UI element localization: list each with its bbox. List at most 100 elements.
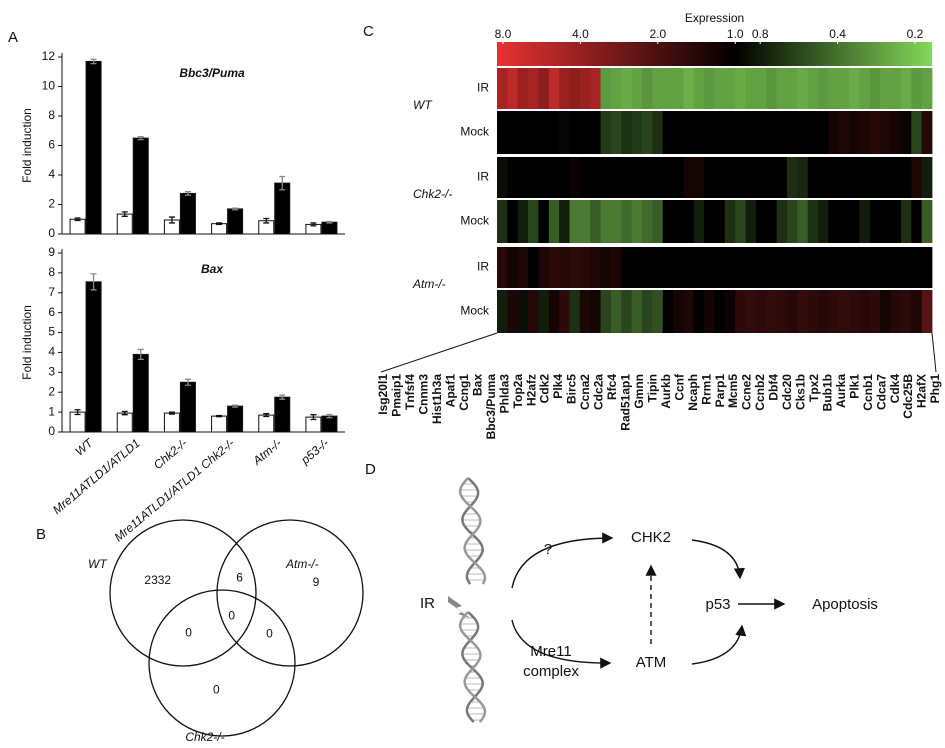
heatmap-cell [528,290,539,333]
colorbar-tick-label: 8.0 [495,27,512,41]
heatmap-cell [528,111,539,154]
heatmap-cell [590,200,601,243]
y-tick-label: 7 [48,285,55,299]
heatmap-cell [735,111,746,154]
heatmap-cell [497,290,508,333]
error-bar [168,216,175,224]
venn-circle [109,519,257,667]
colorbar-tick-label: 4.0 [572,27,589,41]
heatmap-cell [621,200,633,243]
heatmap-cell [724,68,736,109]
heatmap-cell [849,111,860,154]
group-label: Chk2-/- [413,187,452,201]
heatmap-cell [528,157,539,198]
y-tick-label: 1 [48,404,55,418]
heatmap-cell [548,200,560,243]
heatmap-cell [859,111,871,154]
heatmap-cell [714,68,726,109]
node-label: Mre11 [530,643,571,660]
heatmap-cell [849,68,860,109]
heatmap-cell [704,200,715,243]
heatmap-cell [507,247,519,288]
heatmap-cell [745,111,757,154]
heatmap-cell [869,247,881,288]
y-tick-label: 9 [48,245,55,259]
y-axis-label: Fold induction [20,108,34,183]
zoom-line [380,332,498,373]
colorbar-tick-label: 2.0 [649,27,666,41]
panel-label: B [36,526,46,543]
bar [321,415,338,433]
heatmap-cell [538,68,550,109]
node-label: Apoptosis [812,596,878,613]
heatmap-cell [797,111,809,154]
gene-label: Ccng1 [457,374,471,411]
bar [227,405,244,433]
heatmap-cell [693,247,705,288]
heatmap-cell [662,68,674,109]
error-bar [310,222,317,227]
node-label: complex [523,663,579,680]
heatmap-cell [880,111,891,154]
heatmap-cell [538,200,550,243]
heatmap-cell [693,111,705,154]
node-label: IR [420,595,435,612]
error-bar [232,404,239,408]
y-tick-label: 0 [48,226,55,240]
gene-label: Bub1b [820,374,834,411]
bar [211,223,228,235]
gene-label: Bbc3/Puma [484,374,498,440]
error-bar [121,211,128,217]
gene-label: Cdc20 [780,374,794,410]
error-bar [279,175,286,191]
gene-label: Ccna2 [578,374,592,410]
heatmap-cell [683,68,695,109]
gene-label: Ccnf [672,373,686,401]
gene-label: Phg1 [928,374,942,404]
set-label: WT [88,557,108,571]
heatmap-cell [807,68,819,109]
heatmap-cell [497,157,508,198]
x-tick-label: WT [72,435,97,459]
gene-label: Birc5 [565,374,579,404]
heatmap-cell [662,157,674,198]
x-tick-label: Mre11ATLD1/ATLD1 [50,436,143,517]
gene-label: Dbf4 [767,374,781,401]
heatmap-cell [735,200,746,243]
heatmap-cell [714,157,726,198]
error-bar [74,409,81,416]
heatmap-cell [828,157,840,198]
bar [69,218,86,235]
gene-label: Aurkb [659,374,673,409]
heatmap-cell [776,290,788,333]
heatmap-cell [828,111,840,154]
heatmap-cell [621,111,633,154]
heatmap-cell [818,157,829,198]
colorbar-tick-label: 0.2 [907,27,924,41]
heatmap-cell [859,247,871,288]
heatmap-cell [766,200,778,243]
heatmap-cell [911,200,923,243]
y-tick-label: 6 [48,305,55,319]
dna-strand [461,611,484,723]
y-tick-label: 2 [48,384,55,398]
error-bar [326,220,333,224]
heatmap-cell [673,200,684,243]
heatmap-cell [621,68,633,109]
bar [227,208,244,235]
gene-label: Cdc2a [592,374,606,410]
heatmap-cell [559,157,570,198]
heatmap-cell [600,111,612,154]
heatmap-cell [517,200,529,243]
heatmap-cell [745,247,757,288]
gene-label: Ccnb1 [861,374,875,411]
heatmap-cell [621,157,633,198]
row-label: Mock [460,125,490,139]
heatmap-cell [818,247,829,288]
heatmap-cell [704,290,715,333]
heatmap-cell [507,68,519,109]
heatmap-cell [900,68,912,109]
region-count: 9 [313,575,320,589]
venn-circle [216,519,364,667]
